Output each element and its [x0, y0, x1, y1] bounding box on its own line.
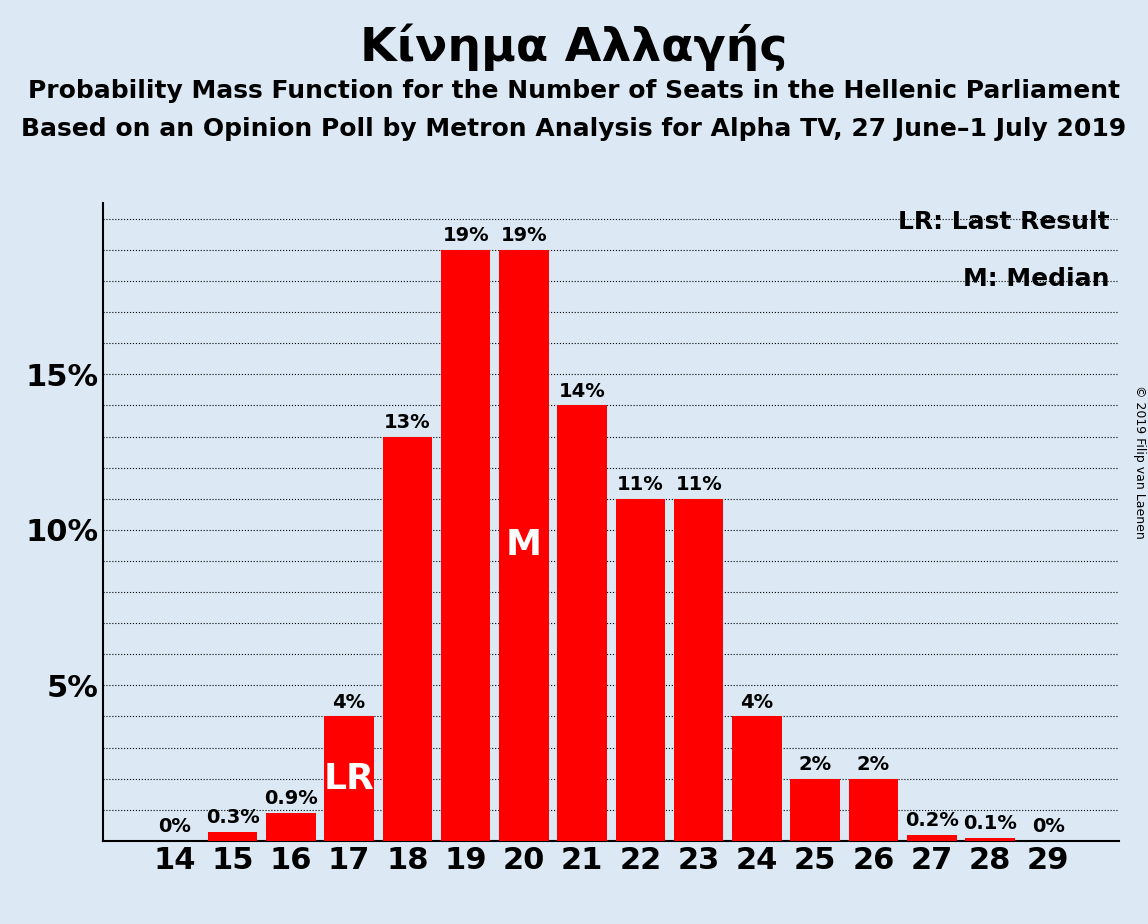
Text: 19%: 19% — [442, 226, 489, 245]
Bar — [325, 716, 374, 841]
Bar — [674, 499, 723, 841]
Text: 0%: 0% — [157, 817, 191, 836]
Bar — [848, 779, 898, 841]
Text: 2%: 2% — [799, 755, 832, 774]
Text: M: Median: M: Median — [963, 267, 1109, 291]
Bar — [208, 832, 257, 841]
Bar — [558, 406, 607, 841]
Bar — [907, 834, 956, 841]
Text: 4%: 4% — [333, 693, 366, 711]
Bar — [266, 813, 316, 841]
Text: Probability Mass Function for the Number of Seats in the Hellenic Parliament: Probability Mass Function for the Number… — [28, 79, 1120, 103]
Bar — [382, 436, 432, 841]
Bar — [441, 249, 490, 841]
Text: 13%: 13% — [385, 413, 430, 432]
Text: M: M — [506, 529, 542, 563]
Text: 2%: 2% — [856, 755, 890, 774]
Text: © 2019 Filip van Laenen: © 2019 Filip van Laenen — [1133, 385, 1146, 539]
Text: 19%: 19% — [501, 226, 548, 245]
Bar — [791, 779, 840, 841]
Bar — [615, 499, 665, 841]
Text: 4%: 4% — [740, 693, 774, 711]
Text: 0.9%: 0.9% — [264, 789, 318, 808]
Bar — [732, 716, 782, 841]
Text: 14%: 14% — [559, 382, 605, 401]
Bar — [499, 249, 549, 841]
Text: 0.3%: 0.3% — [205, 808, 259, 827]
Text: 11%: 11% — [618, 475, 664, 494]
Text: 11%: 11% — [675, 475, 722, 494]
Text: Κίνημα Αλλαγής: Κίνημα Αλλαγής — [360, 23, 788, 70]
Bar — [965, 838, 1015, 841]
Text: 0.1%: 0.1% — [963, 814, 1017, 833]
Text: LR: LR — [324, 761, 374, 796]
Text: LR: Last Result: LR: Last Result — [898, 210, 1109, 234]
Text: Based on an Opinion Poll by Metron Analysis for Alpha TV, 27 June–1 July 2019: Based on an Opinion Poll by Metron Analy… — [22, 117, 1126, 141]
Text: 0%: 0% — [1032, 817, 1065, 836]
Text: 0.2%: 0.2% — [905, 811, 959, 830]
